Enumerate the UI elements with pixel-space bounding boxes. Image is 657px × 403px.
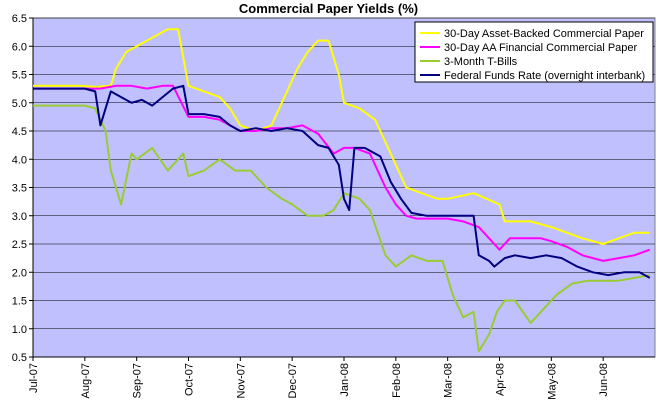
- y-axis: 0.5 1.0 1.5 2.0 2.5 3.0 3.5 4.0 4.5 5.0 5.5 6.0 6.5: [12, 13, 34, 364]
- y-tick-label: 6.0: [12, 41, 27, 53]
- y-tick-label: 1.0: [12, 324, 27, 336]
- x-tick-label: Jan-08: [339, 363, 351, 397]
- y-tick-label: 0.5: [12, 352, 27, 364]
- x-tick-label: Mar-08: [443, 363, 455, 398]
- series-line-0: [33, 28, 650, 245]
- x-tick-label: Feb-08: [391, 363, 403, 398]
- y-tick-label: 2.5: [12, 239, 27, 251]
- y-tick-label: 4.0: [12, 154, 27, 166]
- x-tick-label: May-08: [546, 363, 558, 400]
- x-tick-label: Jul-07: [28, 363, 40, 393]
- y-tick-label: 4.5: [12, 126, 27, 138]
- legend-label: Federal Funds Rate (overnight interbank): [444, 70, 645, 82]
- y-tick-label: 6.5: [12, 13, 27, 25]
- chart-title: Commercial Paper Yields (%): [238, 1, 419, 16]
- series-line-1: [33, 84, 651, 262]
- x-tick-label: Oct-07: [184, 363, 196, 396]
- legend-label: 30-Day Asset-Backed Commercial Paper: [444, 28, 644, 40]
- y-tick-label: 1.5: [12, 296, 27, 308]
- y-tick-label: 2.0: [12, 267, 27, 279]
- y-tick-label: 5.0: [12, 98, 27, 110]
- series-line-2: [33, 104, 650, 353]
- x-tick-label: Dec-07: [287, 363, 299, 398]
- gridlines: [33, 17, 655, 358]
- x-tick-label: Apr-08: [495, 363, 507, 396]
- y-tick-label: 3.5: [12, 183, 27, 195]
- y-tick-label: 5.5: [12, 70, 27, 82]
- x-tick-label: Jun-08: [598, 363, 610, 397]
- legend-label: 30-Day AA Financial Commercial Paper: [444, 42, 638, 54]
- x-tick-label: Aug-07: [80, 363, 92, 398]
- legend-box: [414, 21, 654, 83]
- x-tick-label: Nov-07: [235, 363, 247, 398]
- series-line-3: [33, 84, 651, 279]
- x-tick-label: Sep-07: [132, 363, 144, 398]
- y-tick-label: 3.0: [12, 211, 27, 223]
- legend-label: 3-Month T-Bills: [444, 56, 518, 68]
- x-axis: Jul-07 Aug-07 Sep-07 Oct-07 Nov-07 Dec-07 Jan-…: [28, 356, 655, 400]
- series-layer: [33, 28, 651, 353]
- legend: 30-Day Asset-Backed Commercial Paper 30-D…: [414, 21, 654, 83]
